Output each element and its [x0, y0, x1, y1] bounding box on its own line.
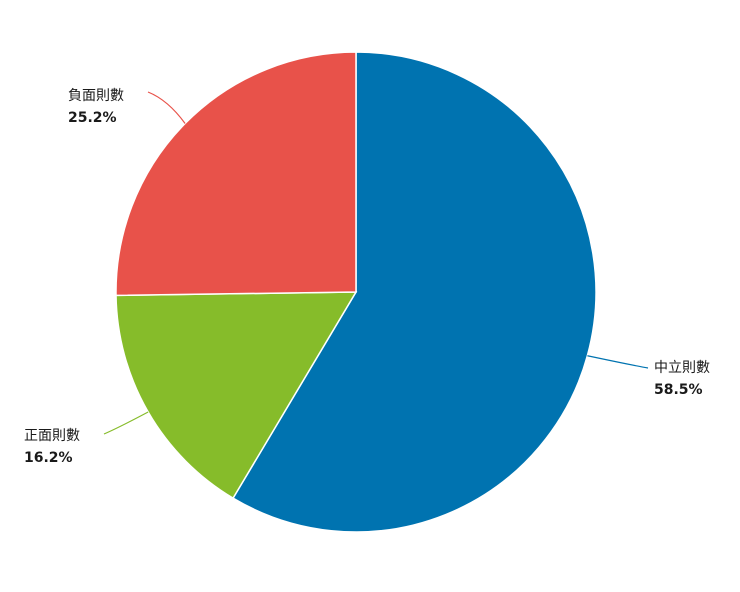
- leader-line-3: [147, 91, 186, 124]
- leader-line-1: [587, 355, 649, 369]
- pie-labels: 中立則數 58.5% 正面則數 16.2% 負面則數 25.2%: [24, 88, 710, 466]
- slice-label-name-3: 負面則數: [68, 88, 124, 104]
- slice-label-value-2: 16.2%: [24, 450, 73, 466]
- pie-slices: [115, 51, 597, 533]
- pie-slice-3[interactable]: [115, 51, 357, 297]
- slice-label-name-1: 中立則數: [654, 360, 710, 376]
- pie-slice-2[interactable]: [115, 291, 358, 500]
- slice-label-value-1: 58.5%: [654, 382, 703, 398]
- leader-line-2: [103, 411, 149, 435]
- slice-label-value-3: 25.2%: [68, 110, 117, 126]
- slice-label-name-2: 正面則數: [24, 428, 80, 444]
- pie-leader-lines: [103, 91, 649, 435]
- pie-slice-1[interactable]: [232, 51, 597, 533]
